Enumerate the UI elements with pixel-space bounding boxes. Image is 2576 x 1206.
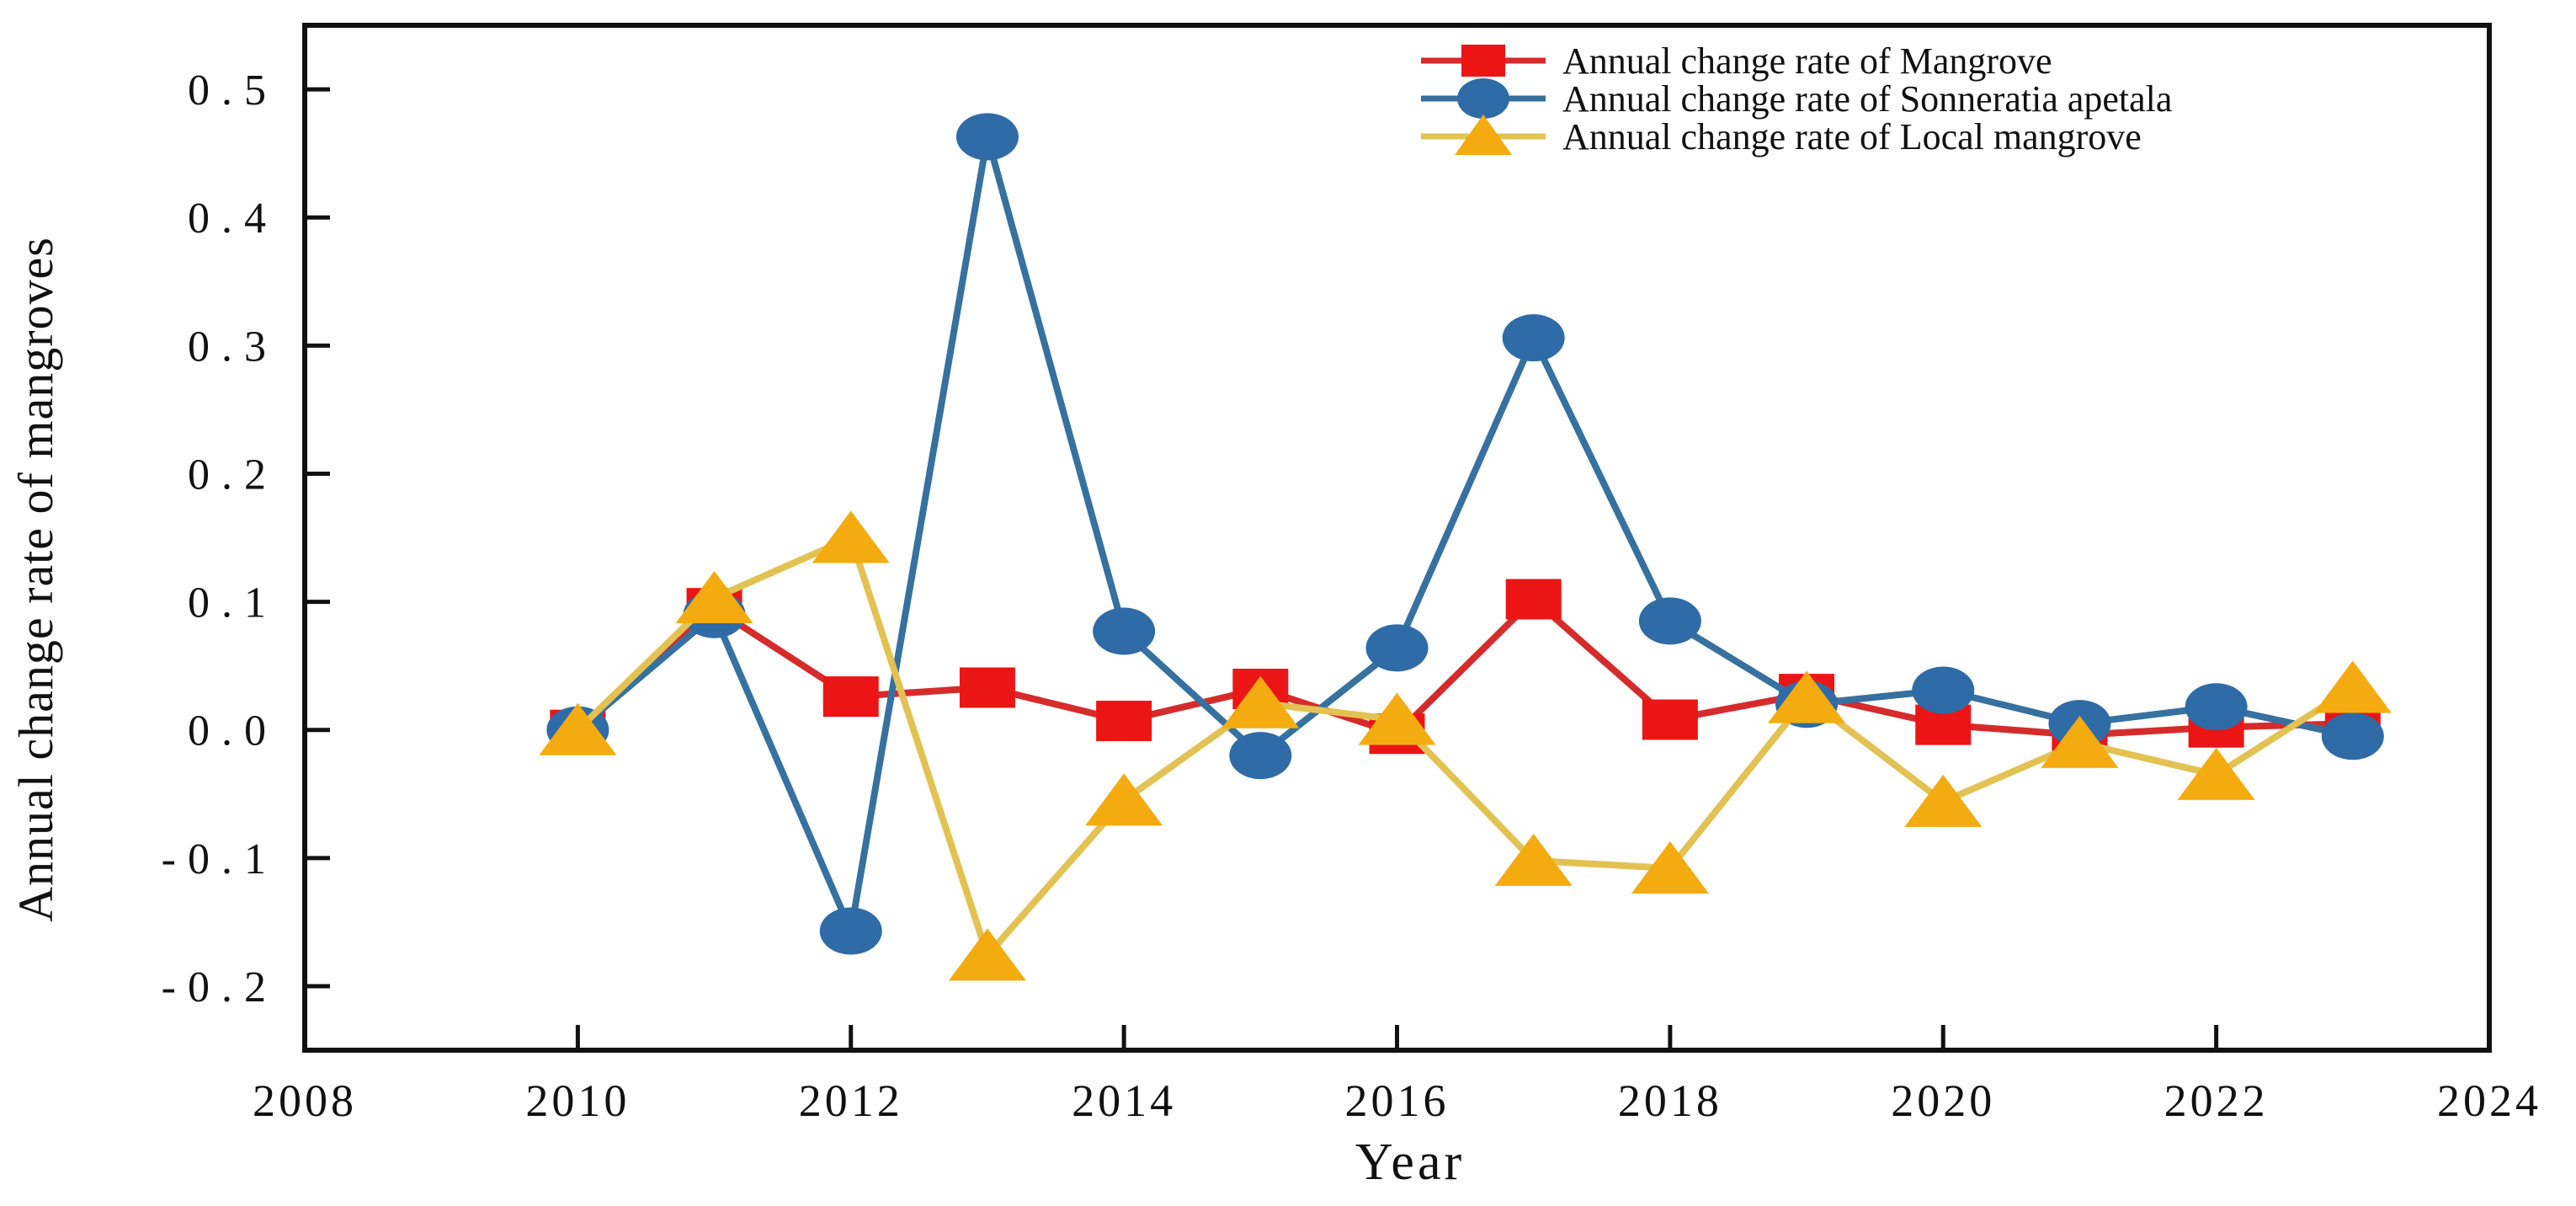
series-2-marker-triangle: [1494, 833, 1573, 886]
series-2-marker-triangle: [1221, 675, 1300, 728]
legend-triangle-icon: [1455, 115, 1512, 155]
x-tick-label: 2020: [1891, 1075, 1995, 1126]
x-axis-title: Year: [1355, 1134, 1465, 1191]
y-tick-label: 0.5: [188, 67, 278, 115]
series-1-marker-circle: [819, 907, 882, 955]
series-0-marker-square: [959, 667, 1015, 708]
y-tick-label: 0.4: [188, 195, 278, 243]
y-tick-label: 0.0: [188, 707, 278, 755]
series-0-marker-square: [1642, 699, 1698, 740]
legend-label-2: Annual change rate of Local mangrove: [1562, 116, 2142, 157]
series-2-marker-triangle: [1085, 773, 1163, 826]
series-2-marker-triangle: [1631, 840, 1709, 894]
series-2-marker-triangle: [948, 928, 1026, 981]
y-tick-label: -0.2: [162, 963, 278, 1011]
x-tick-label: 2016: [1345, 1075, 1450, 1126]
series-1-marker-circle: [2321, 712, 2384, 760]
legend-circle-icon: [1457, 78, 1509, 119]
series-2-marker-triangle: [675, 570, 753, 623]
series-0-marker-square: [1096, 701, 1152, 742]
x-tick-label: 2010: [525, 1075, 630, 1126]
x-tick-label: 2018: [1618, 1075, 1722, 1126]
y-tick-label: 0.1: [188, 579, 278, 627]
series-0-marker-square: [1505, 579, 1562, 620]
series-1-marker-circle: [1502, 314, 1565, 362]
series-2-marker-triangle: [1768, 670, 1846, 723]
series-1-marker-circle: [1365, 624, 1429, 672]
series-2-marker-triangle: [2313, 660, 2392, 713]
series-1-marker-circle: [1093, 607, 1156, 655]
series-1-marker-circle: [1912, 666, 1975, 714]
legend-label-0: Annual change rate of Mangrove: [1562, 40, 2052, 82]
series-2-marker-triangle: [2177, 747, 2255, 800]
x-tick-label: 2014: [1072, 1075, 1176, 1126]
series-2-marker-triangle: [539, 702, 617, 755]
y-axis-title: Annual change rate of mangroves: [8, 237, 63, 922]
x-tick-label: 2008: [253, 1075, 357, 1126]
series-2-marker-triangle: [1358, 692, 1436, 745]
series-1-marker-circle: [1229, 732, 1292, 780]
series-2-marker-triangle: [812, 510, 890, 563]
series-1-marker-circle: [1638, 597, 1701, 645]
x-tick-label: 2022: [2164, 1075, 2269, 1126]
y-tick-label: -0.1: [162, 835, 278, 883]
legend-label-1: Annual change rate of Sonneratia apetala: [1562, 78, 2172, 120]
series-2-marker-triangle: [1904, 774, 1983, 827]
x-tick-label: 2024: [2437, 1075, 2541, 1126]
series-1-marker-circle: [955, 113, 1019, 161]
y-tick-label: 0.2: [188, 451, 278, 499]
plot-frame: [302, 23, 2492, 1053]
series-0-marker-square: [822, 676, 879, 718]
y-tick-label: 0.3: [188, 323, 278, 371]
series-2-marker-triangle: [2041, 715, 2119, 768]
x-tick-label: 2012: [799, 1075, 903, 1126]
legend-square-icon: [1461, 45, 1505, 77]
series-1-marker-circle: [2185, 683, 2248, 731]
